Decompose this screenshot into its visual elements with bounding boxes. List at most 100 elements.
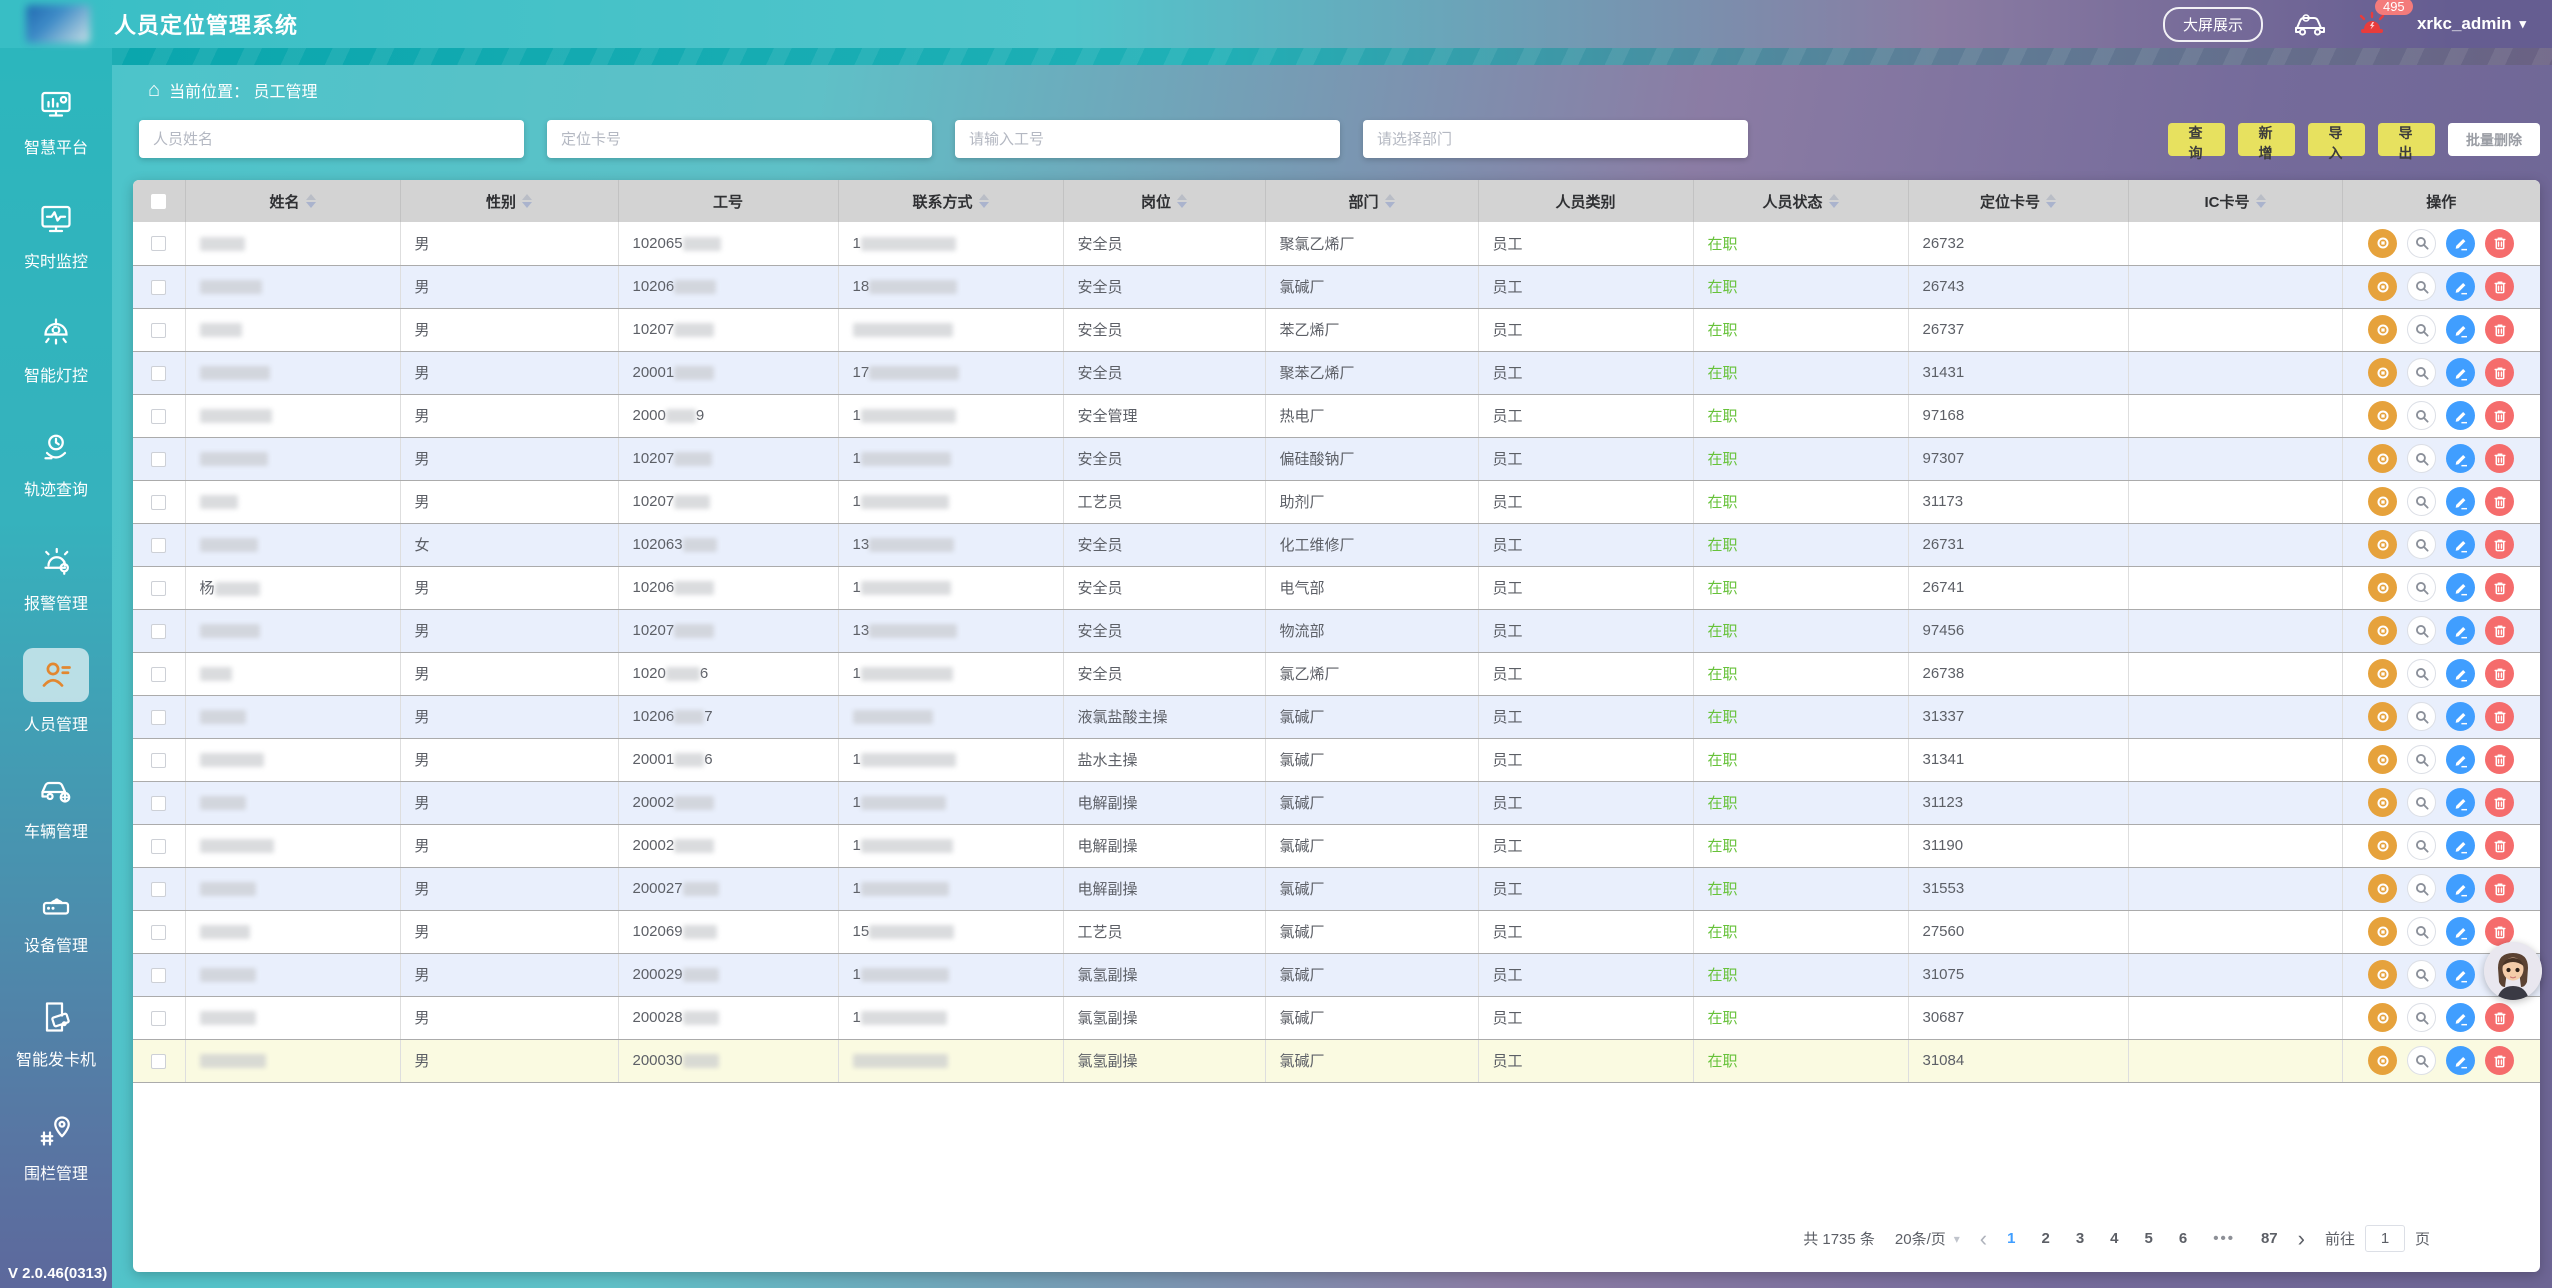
delete-button[interactable] — [2485, 831, 2515, 860]
edit-button[interactable] — [2446, 659, 2476, 688]
export-button[interactable]: 导 出 — [2378, 123, 2435, 161]
row-checkbox[interactable] — [151, 623, 167, 639]
row-checkbox[interactable] — [151, 365, 167, 381]
delete-button[interactable] — [2485, 702, 2515, 731]
card-tag-button[interactable] — [2368, 487, 2398, 516]
view-button[interactable] — [2407, 1046, 2437, 1075]
delete-button[interactable] — [2485, 228, 2515, 258]
sidebar-item-card-dispenser[interactable]: 智能发卡机 — [0, 976, 112, 1090]
view-button[interactable] — [2407, 702, 2437, 731]
sort-icon[interactable] — [305, 194, 316, 208]
edit-button[interactable] — [2446, 315, 2476, 344]
card-tag-button[interactable] — [2368, 530, 2398, 559]
view-button[interactable] — [2407, 831, 2437, 860]
column-header[interactable]: 定位卡号 — [1908, 180, 2129, 222]
row-checkbox[interactable] — [151, 451, 167, 467]
page-number-2[interactable]: 2 — [2041, 1230, 2050, 1247]
card-tag-button[interactable] — [2368, 315, 2398, 344]
delete-button[interactable] — [2485, 358, 2515, 387]
column-header[interactable]: 岗位 — [1063, 180, 1266, 222]
view-button[interactable] — [2407, 530, 2437, 559]
page-number-3[interactable]: 3 — [2075, 1230, 2085, 1247]
column-header[interactable]: IC卡号 — [2128, 180, 2343, 222]
row-checkbox[interactable] — [151, 924, 167, 940]
row-checkbox[interactable] — [151, 580, 167, 596]
delete-button[interactable] — [2485, 315, 2515, 344]
edit-button[interactable] — [2446, 917, 2476, 946]
row-checkbox[interactable] — [151, 236, 167, 252]
view-button[interactable] — [2407, 358, 2437, 387]
select-all-checkbox[interactable] — [151, 194, 167, 210]
edit-button[interactable] — [2446, 616, 2476, 645]
delete-button[interactable] — [2485, 1046, 2515, 1075]
view-button[interactable] — [2407, 960, 2437, 989]
card-tag-button[interactable] — [2368, 616, 2398, 645]
goto-page-input[interactable] — [2364, 1225, 2405, 1252]
view-button[interactable] — [2407, 745, 2437, 774]
card-tag-button[interactable] — [2368, 745, 2398, 774]
card-tag-button[interactable] — [2368, 788, 2398, 817]
card-tag-button[interactable] — [2368, 702, 2398, 731]
column-header[interactable]: 部门 — [1265, 180, 1479, 222]
sort-icon[interactable] — [522, 194, 532, 208]
edit-button[interactable] — [2446, 444, 2476, 473]
view-button[interactable] — [2407, 315, 2437, 344]
delete-button[interactable] — [2485, 272, 2515, 301]
import-button[interactable]: 导 入 — [2308, 123, 2365, 161]
card-tag-button[interactable] — [2368, 917, 2398, 946]
delete-button[interactable] — [2485, 530, 2515, 559]
edit-button[interactable] — [2446, 573, 2476, 602]
row-checkbox[interactable] — [151, 537, 167, 553]
row-checkbox[interactable] — [151, 752, 167, 768]
card-tag-button[interactable] — [2368, 401, 2398, 430]
card-tag-button[interactable] — [2368, 1046, 2398, 1075]
column-header[interactable]: 姓名 — [185, 180, 401, 222]
page-number-5[interactable]: 5 — [2144, 1230, 2153, 1247]
column-header[interactable]: 性别 — [400, 180, 619, 222]
search-button[interactable]: 查 询 — [2168, 123, 2225, 161]
sort-icon[interactable] — [1177, 194, 1187, 208]
edit-button[interactable] — [2446, 702, 2476, 731]
sort-icon[interactable] — [978, 194, 989, 208]
card-tag-button[interactable] — [2368, 1003, 2398, 1032]
card-tag-button[interactable] — [2368, 659, 2398, 688]
more-pages-icon[interactable]: ••• — [2213, 1230, 2235, 1247]
sidebar-item-personnel-manage[interactable]: 人员管理 — [0, 634, 112, 748]
card-tag-button[interactable] — [2368, 358, 2398, 387]
edit-button[interactable] — [2446, 1046, 2476, 1075]
view-button[interactable] — [2407, 444, 2437, 473]
card-tag-button[interactable] — [2368, 228, 2398, 258]
sidebar-item-smart-light[interactable]: 智能灯控 — [0, 292, 112, 406]
card-tag-button[interactable] — [2368, 444, 2398, 473]
sidebar-item-track-query[interactable]: 轨迹查询 — [0, 406, 112, 520]
next-page-button[interactable]: › — [2297, 1225, 2305, 1251]
row-checkbox[interactable] — [151, 279, 167, 295]
view-button[interactable] — [2407, 272, 2437, 301]
view-button[interactable] — [2407, 616, 2437, 645]
user-menu[interactable]: xrkc_admin ▾ — [2417, 14, 2526, 34]
view-button[interactable] — [2407, 874, 2437, 903]
row-checkbox[interactable] — [151, 709, 167, 725]
job-number-input[interactable] — [955, 120, 1340, 158]
row-checkbox[interactable] — [151, 795, 167, 811]
sidebar-item-realtime-monitor[interactable]: 实时监控 — [0, 178, 112, 292]
sidebar-item-device-manage[interactable]: 设备管理 — [0, 862, 112, 976]
sidebar-item-fence-manage[interactable]: 围栏管理 — [0, 1090, 112, 1204]
view-button[interactable] — [2407, 487, 2437, 516]
column-header[interactable]: 联系方式 — [838, 180, 1064, 222]
person-name-input[interactable] — [139, 120, 524, 158]
delete-button[interactable] — [2485, 659, 2515, 688]
row-checkbox[interactable] — [151, 838, 167, 854]
row-checkbox[interactable] — [151, 1053, 167, 1069]
sort-icon[interactable] — [2046, 194, 2056, 208]
delete-button[interactable] — [2485, 616, 2515, 645]
edit-button[interactable] — [2446, 960, 2476, 989]
sort-icon[interactable] — [1828, 194, 1839, 208]
card-tag-button[interactable] — [2368, 831, 2398, 860]
delete-button[interactable] — [2485, 788, 2515, 817]
delete-button[interactable] — [2485, 401, 2515, 430]
sidebar-item-vehicle-manage[interactable]: 车辆管理 — [0, 748, 112, 862]
row-checkbox[interactable] — [151, 408, 167, 424]
row-checkbox[interactable] — [151, 494, 167, 510]
row-checkbox[interactable] — [151, 666, 167, 682]
